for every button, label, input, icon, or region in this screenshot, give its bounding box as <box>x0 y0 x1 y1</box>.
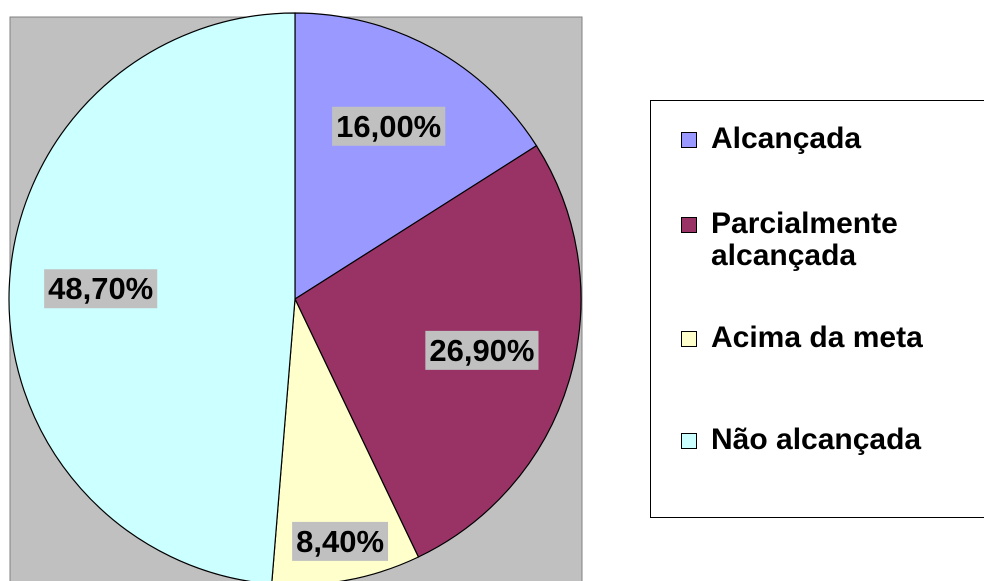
pie-slice <box>271 296 420 581</box>
legend-label: Não alcançada <box>711 423 922 456</box>
legend-item: Acima da meta <box>681 322 981 354</box>
data-label: 8,40% <box>296 524 384 559</box>
legend-item: Parcialmente alcançada <box>681 208 981 272</box>
legend-label: Alcançada <box>711 122 862 155</box>
data-label: 48,70% <box>48 271 153 306</box>
data-label-bg <box>425 330 539 370</box>
legend-swatch <box>681 331 697 347</box>
data-label: 16,00% <box>336 109 441 144</box>
data-label: 26,90% <box>429 333 534 368</box>
legend-item: Não alcançada <box>681 424 981 456</box>
legend-swatch <box>681 217 697 233</box>
legend-label: Acima da meta <box>711 321 923 354</box>
pie-slice <box>294 12 538 301</box>
data-label-bg <box>44 269 158 309</box>
legend: Alcançada Parcialmente alcançada Acima da … <box>650 100 984 518</box>
legend-swatch <box>681 433 697 449</box>
data-label-bg <box>332 106 446 146</box>
legend-label: Parcialmente alcançada <box>711 207 898 272</box>
legend-item: Alcançada <box>681 123 981 155</box>
legend-swatch <box>681 132 697 148</box>
data-label-bg <box>292 521 389 561</box>
